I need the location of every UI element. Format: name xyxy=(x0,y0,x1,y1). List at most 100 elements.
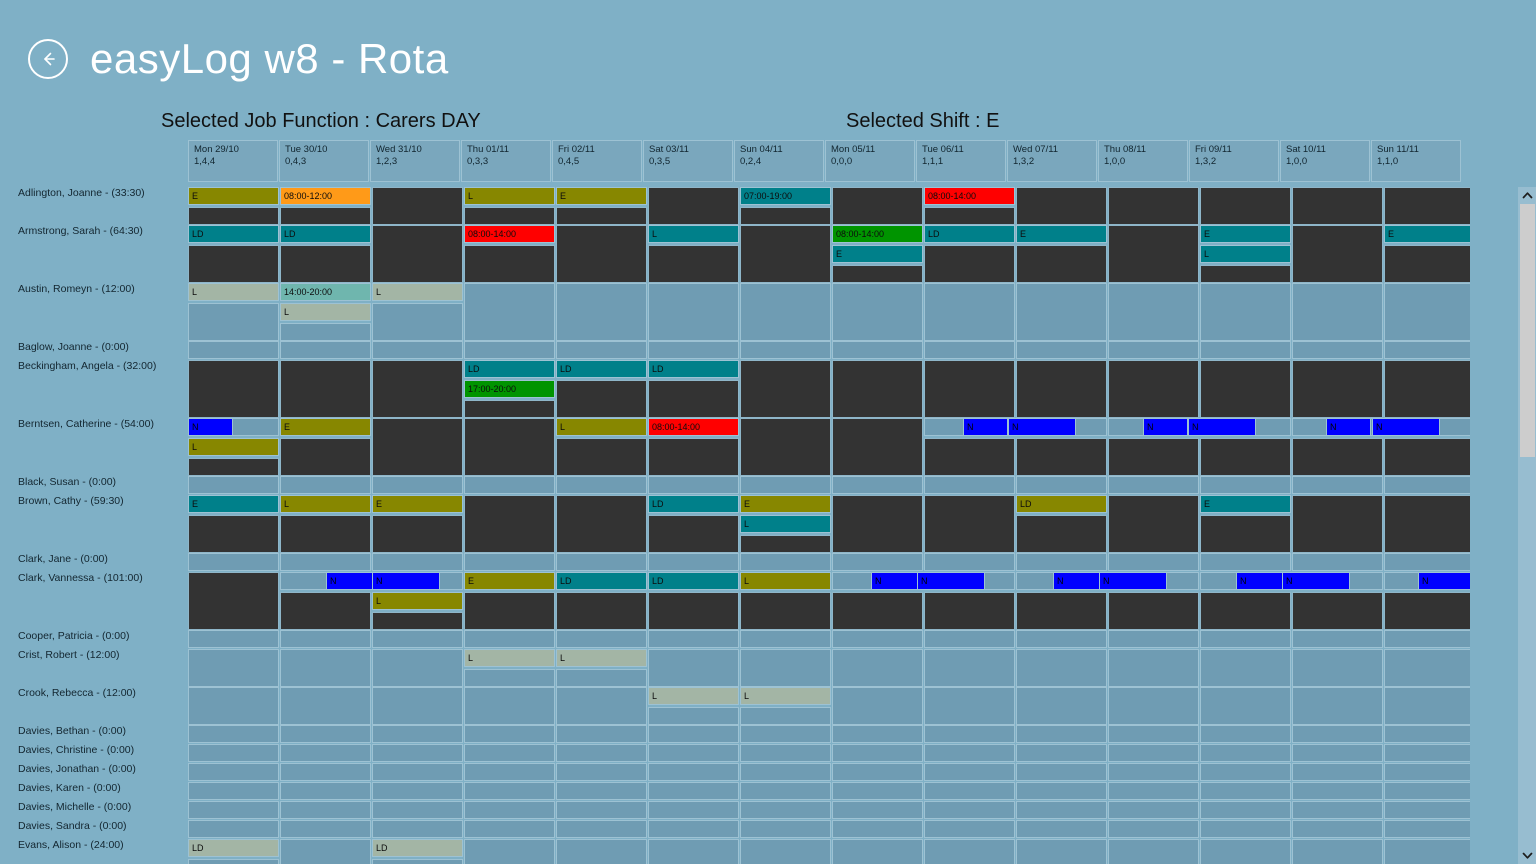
empty-slot[interactable] xyxy=(464,669,555,687)
rota-cell[interactable] xyxy=(1016,801,1107,821)
empty-slot[interactable] xyxy=(832,495,923,553)
rota-cell[interactable] xyxy=(188,360,279,420)
column-header[interactable]: Sat 03/11 0,3,5 xyxy=(643,140,733,182)
rota-cell[interactable] xyxy=(280,687,371,727)
rota-cell[interactable] xyxy=(740,630,831,650)
empty-slot[interactable] xyxy=(556,495,647,553)
rota-cell[interactable] xyxy=(280,725,371,745)
rota-cell[interactable]: L xyxy=(280,495,371,555)
empty-slot[interactable] xyxy=(1384,283,1470,341)
rota-cell[interactable] xyxy=(648,763,739,783)
shift-block[interactable]: 14:00-20:00 xyxy=(280,283,371,301)
rota-cell[interactable] xyxy=(1292,187,1383,227)
empty-slot[interactable] xyxy=(648,744,739,762)
rota-cell[interactable] xyxy=(740,782,831,802)
rota-cell[interactable] xyxy=(1292,225,1383,285)
staff-name-label[interactable]: Davies, Christine - (0:00) xyxy=(18,744,135,756)
empty-slot[interactable] xyxy=(740,725,831,743)
rota-cell[interactable] xyxy=(740,649,831,689)
rota-cell[interactable] xyxy=(832,360,923,420)
empty-slot[interactable] xyxy=(1384,744,1470,762)
empty-slot[interactable] xyxy=(648,649,739,687)
empty-slot[interactable] xyxy=(556,744,647,762)
empty-slot[interactable] xyxy=(1292,801,1383,819)
rota-cell[interactable] xyxy=(1200,649,1291,689)
empty-slot[interactable] xyxy=(464,839,555,864)
empty-slot[interactable] xyxy=(188,515,279,553)
rota-cell[interactable] xyxy=(1108,360,1199,420)
empty-slot[interactable] xyxy=(188,572,279,630)
rota-cell[interactable] xyxy=(1108,801,1199,821)
empty-slot[interactable] xyxy=(280,820,371,838)
empty-slot[interactable] xyxy=(1108,360,1199,418)
empty-slot[interactable] xyxy=(1200,283,1291,341)
rota-cell[interactable] xyxy=(1292,341,1383,361)
empty-slot[interactable] xyxy=(280,687,371,725)
empty-slot[interactable] xyxy=(1108,725,1199,743)
empty-slot[interactable] xyxy=(924,341,1015,359)
rota-cell[interactable] xyxy=(188,725,279,745)
empty-slot[interactable] xyxy=(372,553,463,571)
shift-block[interactable]: 08:00-14:00 xyxy=(464,225,555,243)
rota-cell[interactable]: 08:00-14:00 xyxy=(648,418,739,478)
empty-slot[interactable] xyxy=(280,801,371,819)
empty-slot[interactable] xyxy=(1016,630,1107,648)
rota-cell[interactable] xyxy=(832,495,923,555)
rota-cell[interactable] xyxy=(280,839,371,864)
rota-cell[interactable] xyxy=(556,687,647,727)
empty-slot[interactable] xyxy=(740,360,831,418)
empty-slot[interactable] xyxy=(648,839,739,864)
empty-slot[interactable] xyxy=(188,303,279,341)
empty-slot[interactable] xyxy=(464,782,555,800)
rota-cell[interactable] xyxy=(556,801,647,821)
staff-name-label[interactable]: Austin, Romeyn - (12:00) xyxy=(18,283,135,295)
rota-cell[interactable] xyxy=(464,801,555,821)
empty-slot[interactable] xyxy=(464,476,555,494)
empty-slot[interactable] xyxy=(648,341,739,359)
empty-slot[interactable] xyxy=(1292,687,1383,725)
empty-slot[interactable] xyxy=(1384,592,1470,630)
rota-cell[interactable] xyxy=(1108,782,1199,802)
rota-cell[interactable]: E xyxy=(280,418,371,478)
rota-cell[interactable] xyxy=(832,649,923,689)
empty-slot[interactable] xyxy=(1200,187,1291,225)
empty-slot[interactable] xyxy=(924,495,1015,553)
empty-slot[interactable] xyxy=(1384,360,1470,418)
rota-cell[interactable]: LD xyxy=(648,572,739,632)
shift-block[interactable]: E xyxy=(1200,495,1291,513)
rota-cell[interactable]: L xyxy=(464,649,555,689)
rota-cell[interactable] xyxy=(188,630,279,650)
empty-slot[interactable] xyxy=(188,245,279,283)
rota-cell[interactable] xyxy=(1292,649,1383,689)
rota-cell[interactable] xyxy=(1384,687,1470,727)
rota-cell[interactable] xyxy=(556,630,647,650)
rota-cell[interactable] xyxy=(188,341,279,361)
rota-cell[interactable] xyxy=(924,801,1015,821)
empty-slot[interactable] xyxy=(188,801,279,819)
empty-slot[interactable] xyxy=(1292,187,1383,225)
rota-cell[interactable] xyxy=(464,283,555,343)
rota-cell[interactable] xyxy=(648,801,739,821)
rota-cell[interactable]: L xyxy=(372,283,463,343)
rota-cell[interactable] xyxy=(1108,630,1199,650)
rota-cell[interactable] xyxy=(556,476,647,496)
rota-cell[interactable] xyxy=(832,630,923,650)
empty-slot[interactable] xyxy=(556,207,647,225)
empty-slot[interactable] xyxy=(740,839,831,864)
rota-cell[interactable] xyxy=(556,744,647,764)
empty-slot[interactable] xyxy=(1200,763,1291,781)
shift-block[interactable]: E xyxy=(1016,225,1107,243)
night-shift-block[interactable]: N xyxy=(1418,572,1470,590)
empty-slot[interactable] xyxy=(1016,438,1107,476)
rota-cell[interactable] xyxy=(280,553,371,573)
rota-cell[interactable]: 08:00-14:00 xyxy=(464,225,555,285)
rota-cell[interactable] xyxy=(372,725,463,745)
empty-slot[interactable] xyxy=(556,630,647,648)
empty-slot[interactable] xyxy=(1384,801,1470,819)
rota-cell[interactable] xyxy=(556,283,647,343)
empty-slot[interactable] xyxy=(832,418,923,476)
empty-slot[interactable] xyxy=(372,187,463,225)
night-shift-block[interactable]: N xyxy=(1143,418,1188,436)
shift-block[interactable]: LD xyxy=(372,839,463,857)
rota-cell[interactable] xyxy=(1384,820,1470,840)
